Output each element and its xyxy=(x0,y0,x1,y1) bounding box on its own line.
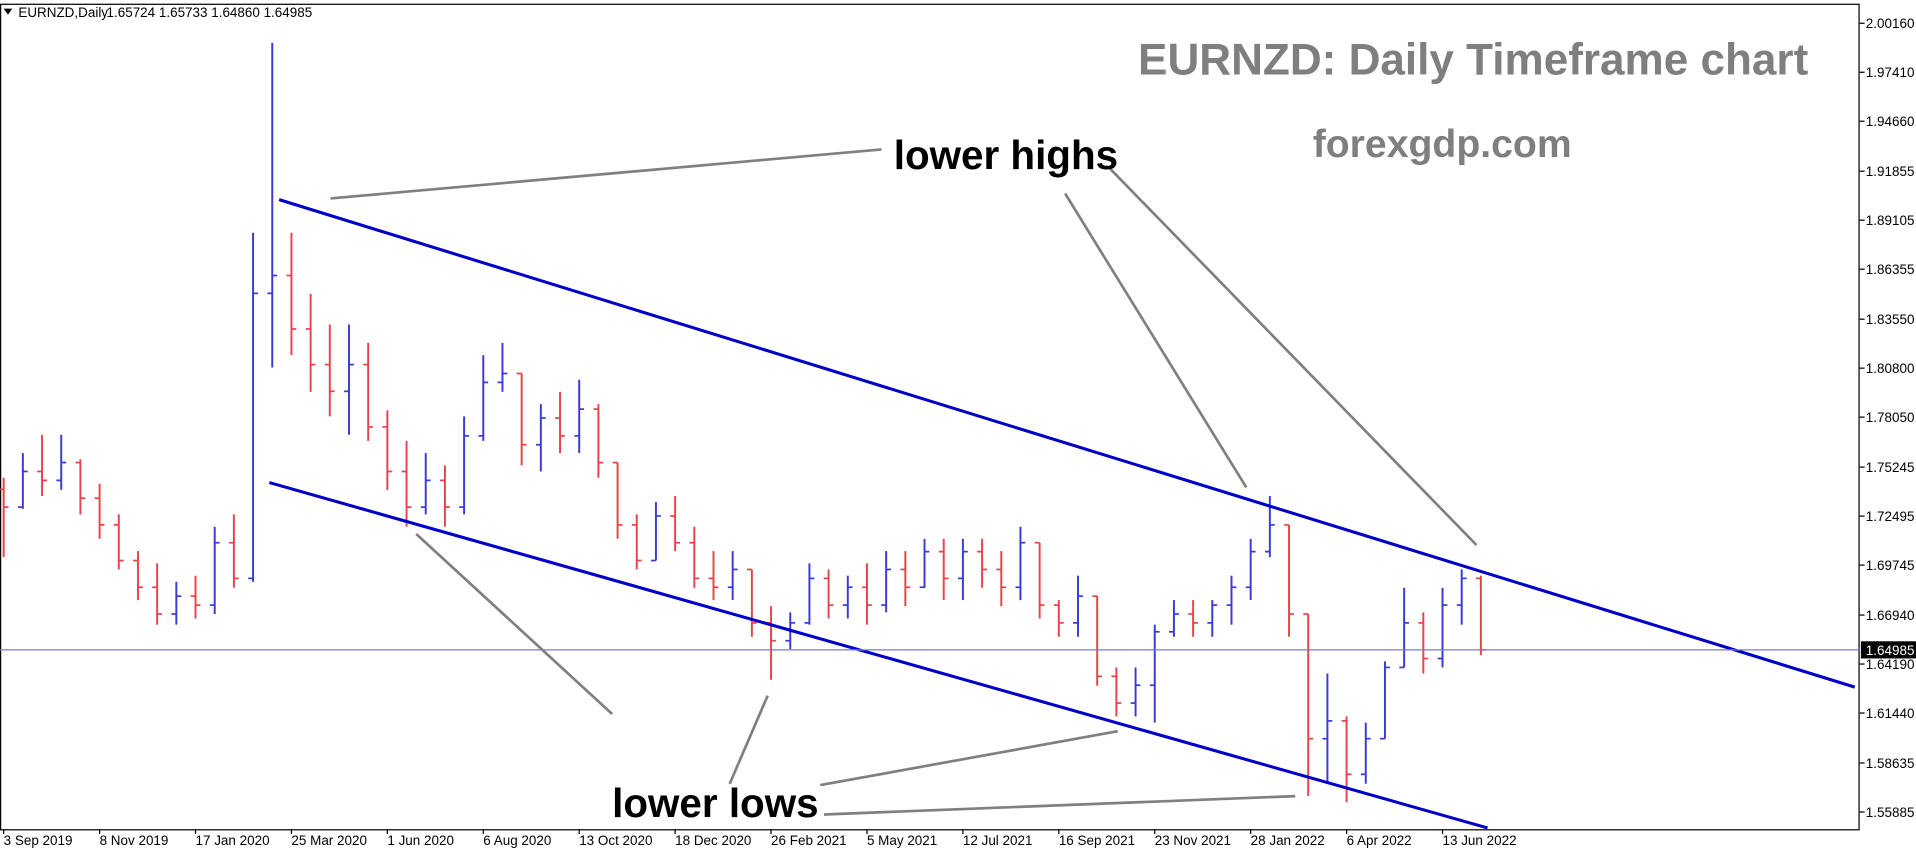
y-tick-label: 1.91855 xyxy=(1866,164,1915,179)
pointer xyxy=(415,533,614,716)
y-tick-label: 1.94660 xyxy=(1866,114,1915,129)
pointer xyxy=(820,729,1119,787)
x-tick-label: 13 Jun 2022 xyxy=(1443,833,1517,848)
x-tick-label: 26 Feb 2021 xyxy=(771,833,847,848)
y-tick-label: 1.55885 xyxy=(1866,805,1915,820)
x-tick-label: 25 Mar 2020 xyxy=(291,833,367,848)
symbol-label: EURNZD,Daily xyxy=(18,5,108,20)
pointer xyxy=(1109,168,1478,546)
y-tick-label: 1.89105 xyxy=(1866,213,1915,228)
y-tick-label: 1.86355 xyxy=(1866,262,1915,277)
pointer xyxy=(1063,192,1248,489)
y-tick-label: 1.66940 xyxy=(1866,608,1915,623)
x-tick-label: 6 Apr 2022 xyxy=(1347,833,1412,848)
pointer xyxy=(823,794,1296,816)
y-tick-label: 1.75245 xyxy=(1866,460,1915,475)
x-tick-label: 3 Sep 2019 xyxy=(4,833,73,848)
current-price-box xyxy=(1860,641,1916,659)
bars xyxy=(0,42,1486,803)
menu-arrow[interactable] xyxy=(3,8,13,15)
y-tick-label: 1.78050 xyxy=(1866,410,1915,425)
y-tick-label: 1.61440 xyxy=(1866,706,1915,721)
current-price-label: 1.64985 xyxy=(1866,643,1915,658)
axes: 2.00160 1.97410 1.94660 1.91855 1.89105 1.863… xyxy=(0,16,1916,848)
annotation: lower lows xyxy=(612,780,818,826)
y-tick-label: 2.00160 xyxy=(1866,16,1915,31)
x-tick-label: 13 Oct 2020 xyxy=(579,833,652,848)
x-tick-label: 23 Nov 2021 xyxy=(1155,833,1231,848)
y-tick-label: 1.80800 xyxy=(1866,361,1915,376)
pointers xyxy=(330,148,1478,816)
pointer xyxy=(330,148,882,200)
chart-title: EURNZD: Daily Timeframe chart xyxy=(1138,36,1809,85)
y-tick-label: 1.69745 xyxy=(1866,558,1915,573)
x-tick-label: 8 Nov 2019 xyxy=(100,833,169,848)
y-tick-label: 1.58635 xyxy=(1866,756,1915,771)
x-tick-label: 5 May 2021 xyxy=(867,833,937,848)
y-tick-label: 1.72495 xyxy=(1866,509,1915,524)
y-tick-label: 1.83550 xyxy=(1866,312,1915,327)
x-tick-label: 6 Aug 2020 xyxy=(483,833,551,848)
channel-upper xyxy=(278,198,1856,689)
y-tick-label: 1.97410 xyxy=(1866,65,1915,80)
ohlc-label: 1.65724 1.65733 1.64860 1.64985 xyxy=(107,5,313,20)
chart-subtitle: forexgdp.com xyxy=(1313,123,1572,166)
x-tick-label: 12 Jul 2021 xyxy=(963,833,1033,848)
channel-lower xyxy=(268,481,1488,830)
annotation: lower highs xyxy=(894,132,1118,178)
x-tick-label: 1 Jun 2020 xyxy=(387,833,454,848)
y-tick-label: 1.64190 xyxy=(1866,657,1915,672)
plot-frame xyxy=(0,3,1860,831)
x-tick-label: 16 Sep 2021 xyxy=(1059,833,1135,848)
x-tick-label: 18 Dec 2020 xyxy=(675,833,751,848)
x-tick-label: 28 Jan 2022 xyxy=(1251,833,1325,848)
pointer xyxy=(728,695,769,785)
x-tick-label: 17 Jan 2020 xyxy=(196,833,270,848)
